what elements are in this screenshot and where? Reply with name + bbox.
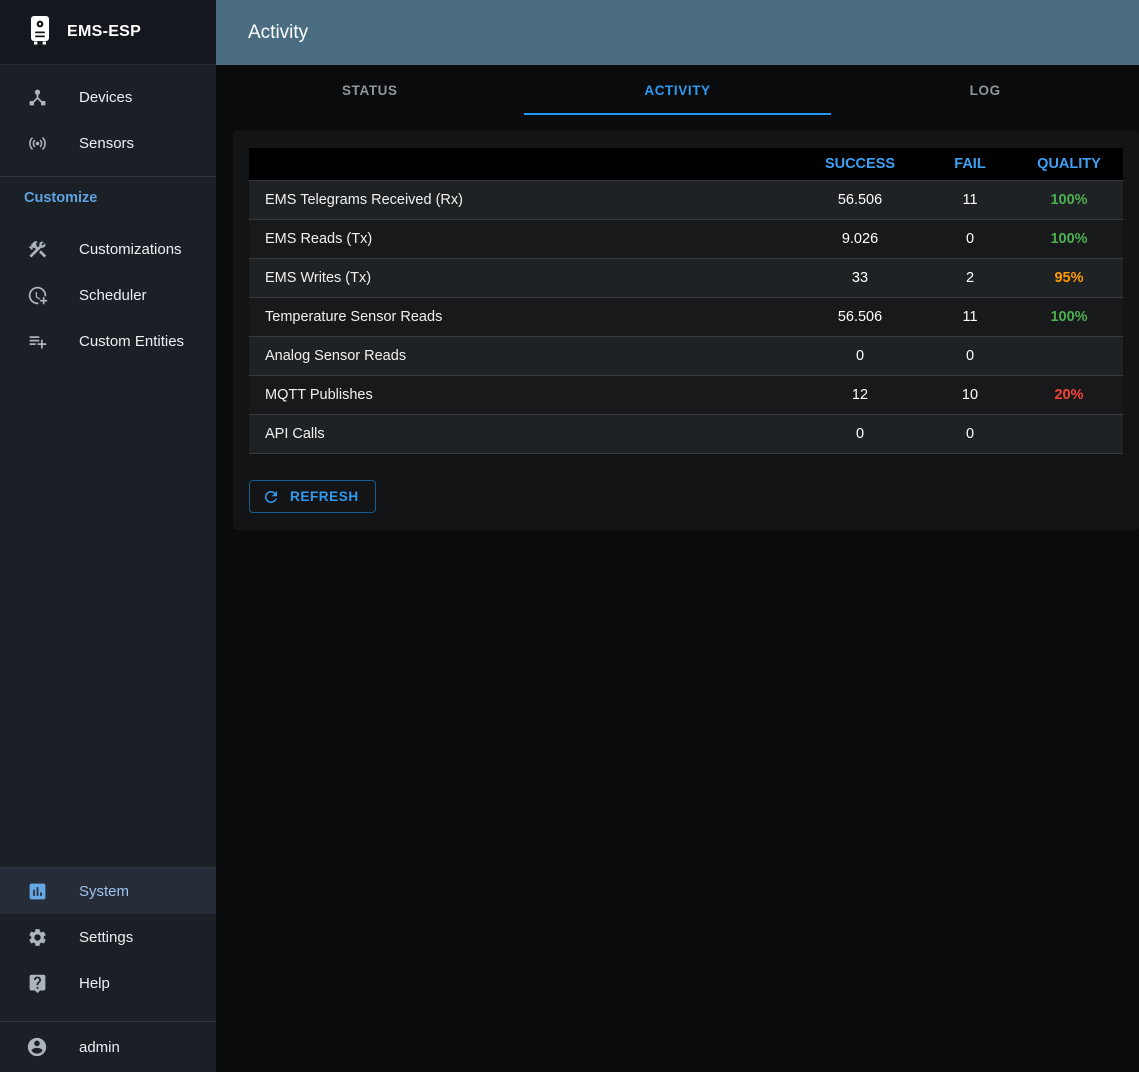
sidebar-item-help[interactable]: Help [0,960,216,1006]
page-title: Activity [248,21,309,43]
success-value: 12 [851,387,869,403]
sidebar-item-custom-entities[interactable]: Custom Entities [0,318,216,364]
activity-table: SUCCESS FAIL QUALITY EMS Telegrams Recei… [249,148,1123,454]
refresh-button-label: REFRESH [290,489,359,504]
quality-column-header: QUALITY [1037,156,1101,172]
sidebar-divider [0,1021,216,1022]
success-value: 9.026 [841,231,879,247]
table-row: API Calls 0 0 [249,415,1123,454]
tab-bar: STATUS ACTIVITY LOG [216,65,1139,115]
sensors-icon [25,131,49,155]
refresh-icon [262,488,280,506]
success-value: 33 [851,270,869,286]
sidebar-item-label: Custom Entities [79,332,185,350]
sidebar: EMS-ESP Devices Sensors Customize [0,0,216,1072]
sidebar-item-scheduler[interactable]: Scheduler [0,272,216,318]
sidebar-item-label: System [79,882,130,900]
quality-value: 100% [1050,192,1088,208]
account-circle-icon [25,1035,49,1059]
metric-name: EMS Writes (Tx) [265,270,372,286]
sidebar-item-system[interactable]: System [0,868,216,914]
table-row: EMS Reads (Tx) 9.026 0 100% [249,220,1123,259]
table-row: EMS Writes (Tx) 33 2 95% [249,259,1123,298]
sidebar-item-label: Help [79,974,110,992]
sidebar-divider [0,176,216,177]
quality-value: 100% [1050,231,1088,247]
sidebar-item-label: Customizations [79,240,182,258]
fail-value: 0 [965,348,975,364]
sidebar-item-label: Sensors [79,134,135,152]
device-hub-icon [25,85,49,109]
sidebar-item-devices[interactable]: Devices [0,74,216,120]
fail-column-header: FAIL [954,156,986,172]
sidebar-item-settings[interactable]: Settings [0,914,216,960]
tab-log[interactable]: LOG [969,82,1001,98]
fail-value: 11 [962,309,978,325]
success-value: 56.506 [837,309,883,325]
sidebar-user-admin[interactable]: admin [0,1022,216,1072]
sidebar-item-label: Scheduler [79,286,147,304]
sidebar-item-sensors[interactable]: Sensors [0,120,216,166]
construction-icon [25,237,49,261]
metric-name: API Calls [265,426,325,442]
table-row: MQTT Publishes 12 10 20% [249,376,1123,415]
sidebar-nav: Devices Sensors Customize Customizations [0,65,216,364]
quality-value: 20% [1054,387,1084,403]
help-icon [25,971,49,995]
ems-esp-logo-icon [28,15,52,50]
metric-name: EMS Reads (Tx) [265,231,373,247]
activity-card: SUCCESS FAIL QUALITY EMS Telegrams Recei… [233,130,1139,530]
sidebar-divider [0,867,216,868]
success-value: 0 [855,348,865,364]
table-body: EMS Telegrams Received (Rx) 56.506 11 10… [249,181,1123,454]
sidebar-item-label: Settings [79,928,134,946]
sidebar-item-label: Devices [79,88,133,106]
table-header-row: SUCCESS FAIL QUALITY [249,148,1123,181]
tab-status[interactable]: STATUS [342,82,398,98]
playlist-add-icon [25,329,49,353]
table-row: Analog Sensor Reads 0 0 [249,337,1123,376]
appbar: Activity [216,0,1139,65]
sidebar-bottom: System Settings Help admin [0,867,216,1072]
sidebar-section-customize: Customize [24,190,98,206]
app-title: EMS-ESP [67,23,142,40]
quality-value: 95% [1054,270,1084,286]
spacer [0,1006,216,1021]
user-label: admin [79,1038,120,1056]
refresh-button[interactable]: REFRESH [249,480,376,513]
gear-icon [25,925,49,949]
fail-value: 10 [961,387,979,403]
fail-value: 11 [962,192,978,208]
table-row: Temperature Sensor Reads 56.506 11 100% [249,298,1123,337]
quality-value: 100% [1050,309,1088,325]
metric-name: Temperature Sensor Reads [265,309,443,325]
tab-activity[interactable]: ACTIVITY [523,65,832,115]
success-value: 56.506 [837,192,883,208]
success-column-header: SUCCESS [824,156,896,172]
sidebar-header: EMS-ESP [0,0,216,65]
fail-value: 0 [965,426,975,442]
metric-name: Analog Sensor Reads [265,348,407,364]
assessment-icon [25,879,49,903]
fail-value: 0 [965,231,975,247]
metric-name: MQTT Publishes [265,387,373,403]
schedule-clock-icon [25,283,49,307]
fail-value: 2 [965,270,975,286]
table-row: EMS Telegrams Received (Rx) 56.506 11 10… [249,181,1123,220]
success-value: 0 [855,426,865,442]
sidebar-item-customizations[interactable]: Customizations [0,226,216,272]
metric-name: EMS Telegrams Received (Rx) [265,192,463,208]
